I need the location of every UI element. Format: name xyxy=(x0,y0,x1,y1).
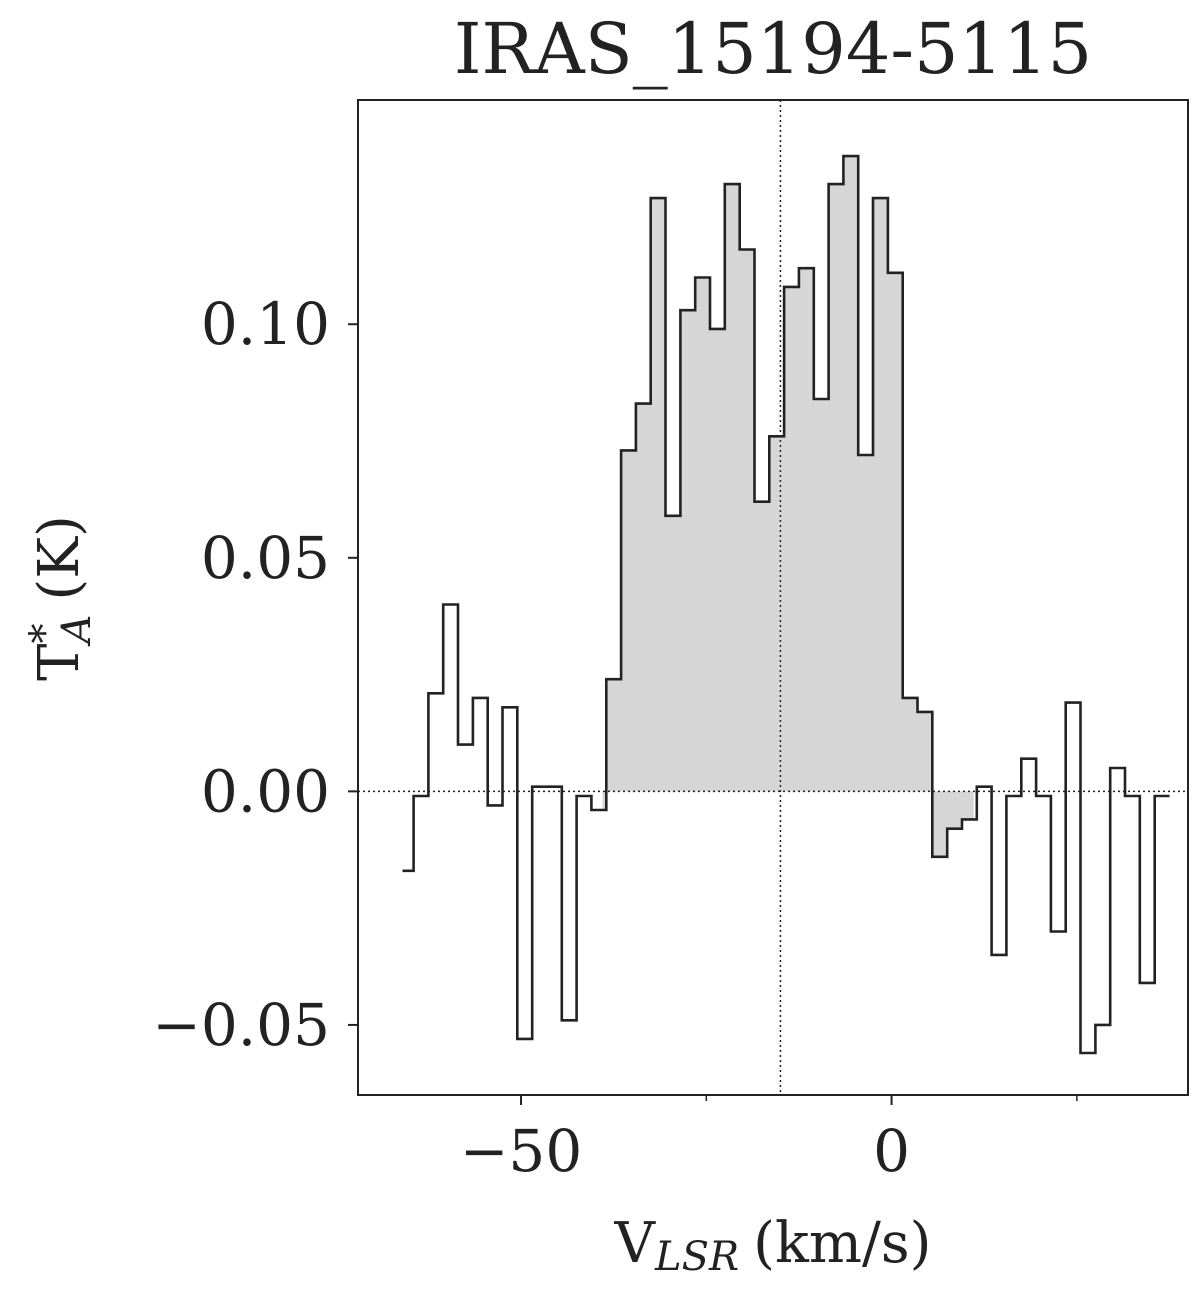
spectrum-series xyxy=(402,154,1170,1055)
shaded-bin xyxy=(887,272,904,792)
shaded-bin xyxy=(784,286,800,792)
shaded-bin xyxy=(843,156,859,792)
shaded-bin xyxy=(665,515,681,792)
y-tick-label: 0.10 xyxy=(201,290,330,358)
shaded-bin xyxy=(621,450,637,792)
shaded-bin xyxy=(650,198,667,792)
spectrum-step-line xyxy=(402,154,1170,1055)
shaded-bin xyxy=(710,328,726,792)
y-tick-label: 0.05 xyxy=(201,524,330,592)
shaded-emission-region xyxy=(602,156,974,857)
y-tick-label: −0.05 xyxy=(152,991,330,1059)
shaded-bin xyxy=(813,398,830,792)
shaded-bin xyxy=(961,791,974,820)
shaded-bin xyxy=(873,198,889,792)
shaded-bin xyxy=(754,501,770,792)
shaded-bin xyxy=(695,277,711,792)
shaded-bin xyxy=(606,679,622,792)
shaded-bin xyxy=(635,403,652,792)
shaded-bin xyxy=(602,791,607,811)
reference-lines xyxy=(358,100,1188,1095)
shaded-bin xyxy=(739,249,756,792)
shaded-bin xyxy=(902,697,919,792)
plot-frame xyxy=(357,99,1189,1096)
shaded-bin xyxy=(769,436,785,792)
shaded-bin xyxy=(724,184,741,792)
chart-title: IRAS_15194-5115 xyxy=(454,8,1092,90)
y-axis-label: T*A(K) xyxy=(22,515,100,681)
x-axis-label: VLSR (km/s) xyxy=(614,1211,932,1280)
shaded-bin xyxy=(932,791,948,857)
x-axis-ticks: −50 0 xyxy=(460,1095,1078,1185)
x-tick-label: −50 xyxy=(460,1117,582,1185)
shaded-bin xyxy=(947,791,963,829)
y-tick-label: 0.00 xyxy=(201,757,330,825)
shaded-bin xyxy=(917,711,933,792)
shaded-bin xyxy=(858,455,874,792)
shaded-bin xyxy=(680,310,696,792)
y-axis-ticks: −0.05 0.00 0.05 0.10 xyxy=(152,290,358,1059)
shaded-bin xyxy=(828,184,845,792)
x-tick-label: 0 xyxy=(873,1117,910,1185)
shaded-bin xyxy=(798,268,815,792)
